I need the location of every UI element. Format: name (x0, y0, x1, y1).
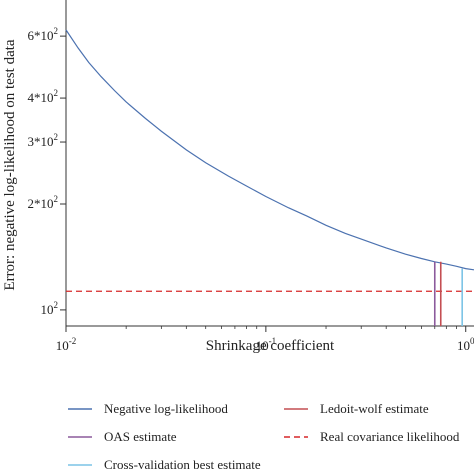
legend-label-2: OAS estimate (104, 429, 177, 444)
y-tick-label-3: 4*102 (28, 88, 59, 105)
x-tick-label-2: 100 (457, 336, 474, 353)
legend-label-0: Negative log-likelihood (104, 401, 228, 416)
legend-label-4: Cross-validation best estimate (104, 457, 261, 472)
y-tick-label-0: 102 (41, 300, 59, 317)
reference-lines (66, 261, 474, 326)
x-tick-label-0: 10-2 (56, 336, 77, 353)
y-tick-label-2: 3*102 (28, 132, 59, 149)
legend-label-3: Real covariance likelihood (320, 429, 460, 444)
y-axis-label: Error: negative log-likelihood on test d… (2, 39, 18, 291)
x-tick-label-1: 10-1 (256, 336, 277, 353)
legend: Negative log-likelihood Ledoit-wolf estim… (68, 401, 460, 472)
y-tick-label-1: 2*102 (28, 194, 59, 211)
series (65, 29, 474, 271)
series-line-0 (65, 29, 474, 271)
legend-label-1: Ledoit-wolf estimate (320, 401, 429, 416)
x-axis-label: Shrinkage coefficient (206, 338, 335, 354)
axes (65, 0, 474, 327)
y-tick-label-4: 6*102 (28, 26, 59, 43)
ticks: 10-2 10-1 100 102 2*102 3*102 4*102 6*102 (28, 26, 474, 353)
